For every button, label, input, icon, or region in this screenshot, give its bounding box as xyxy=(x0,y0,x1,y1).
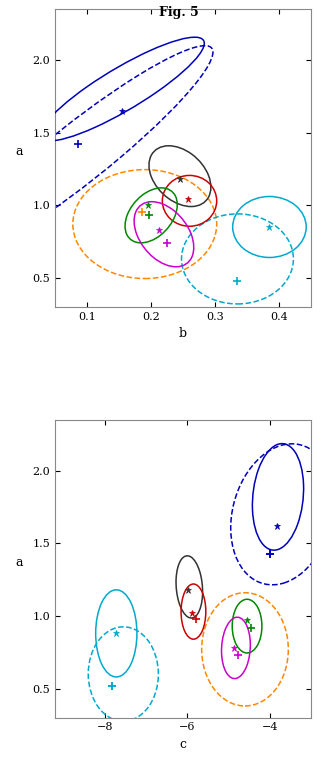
X-axis label: c: c xyxy=(180,738,186,751)
X-axis label: b: b xyxy=(179,327,187,340)
Y-axis label: a: a xyxy=(15,145,22,158)
Text: Fig. 5: Fig. 5 xyxy=(159,6,199,19)
Y-axis label: a: a xyxy=(15,556,22,569)
